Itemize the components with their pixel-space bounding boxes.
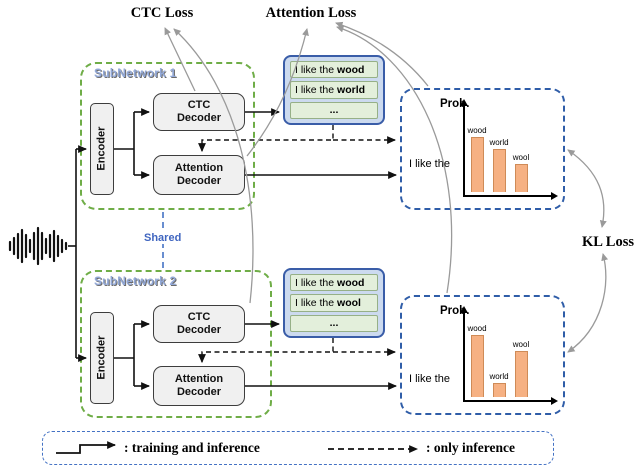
attention-decoder-2-box: Attention Decoder <box>153 366 245 406</box>
ctc-decoder-2-line1: CTC <box>187 310 211 323</box>
bar-group-wool: wool <box>508 341 534 397</box>
encoder-2-label: Encoder <box>95 335 108 381</box>
hypothesis-word: wood <box>337 276 365 289</box>
hypothesis-row: I like the world <box>290 81 378 99</box>
attention-loss-label: Attention Loss <box>265 5 357 21</box>
bar-label: wool <box>512 153 530 162</box>
bar-group-wood: wood <box>464 127 490 192</box>
bar-group-wool: wool <box>508 154 534 192</box>
prob-context-2: I like the <box>409 373 450 385</box>
y-axis-arrow-icon <box>460 306 468 313</box>
bar-group-world: world <box>486 373 512 397</box>
bar <box>492 149 506 192</box>
subnetwork-2-title: SubNetwork 2 <box>94 274 177 288</box>
hypothesis-prefix: I like the <box>295 296 338 309</box>
ctc-decoder-1-box: CTC Decoder <box>153 93 245 131</box>
ctc-decoder-2-box: CTC Decoder <box>153 305 245 343</box>
hypothesis-prefix: I like the <box>295 63 338 76</box>
bar-label: world <box>489 372 509 381</box>
bar <box>514 164 528 192</box>
x-axis-arrow-icon <box>551 192 558 200</box>
audio-waveform-icon <box>8 226 68 266</box>
bar <box>470 335 484 397</box>
prob-chart-1: Prob. I like the wood world wool <box>400 88 565 210</box>
nbest-list-1: I like the wood I like the world ... <box>283 55 385 125</box>
legend-solid-label: : training and inference <box>124 440 260 455</box>
attention-decoder-2-line1: Attention <box>174 372 224 385</box>
hypothesis-word: wood <box>337 63 365 76</box>
hypothesis-row: I like the wood <box>290 61 378 79</box>
y-axis <box>463 313 465 401</box>
bar-group-wood: wood <box>464 325 490 397</box>
hypothesis-prefix: I like the <box>295 83 338 96</box>
kl-loss-arrows <box>567 149 609 353</box>
attention-decoder-1-box: Attention Decoder <box>153 155 245 195</box>
hypothesis-word: wool <box>337 296 361 309</box>
bar-label: wool <box>512 340 530 349</box>
bar <box>514 351 528 397</box>
prob-chart-2: Prob. I like the wood world wool <box>400 295 565 415</box>
legend-dashed-label: : only inference <box>426 440 515 455</box>
kl-loss-label: KL Loss <box>582 234 634 250</box>
attention-decoder-1-line1: Attention <box>174 161 224 174</box>
ctc-decoder-1-line2: Decoder <box>176 112 222 124</box>
encoder-1-box: Encoder <box>90 103 114 195</box>
ellipsis-label: ... <box>329 104 339 117</box>
encoder-2-box: Encoder <box>90 312 114 404</box>
bar <box>492 383 506 397</box>
hypothesis-row: I like the wool <box>290 294 378 312</box>
attention-decoder-2-line2: Decoder <box>176 386 222 398</box>
x-axis <box>463 195 552 197</box>
hypothesis-row: I like the wood <box>290 274 378 292</box>
x-axis <box>463 400 552 402</box>
prob-context-1: I like the <box>409 158 450 170</box>
ellipsis-label: ... <box>329 317 339 330</box>
hypothesis-word: world <box>337 83 366 96</box>
encoder-1-label: Encoder <box>95 126 108 172</box>
ctc-decoder-2-line2: Decoder <box>176 324 222 336</box>
bar-label: wood <box>467 324 487 333</box>
attention-decoder-1-line2: Decoder <box>176 175 222 187</box>
nbest-list-2: I like the wood I like the wool ... <box>283 268 385 338</box>
y-axis-arrow-icon <box>460 99 468 106</box>
ctc-loss-label: CTC Loss <box>130 5 194 21</box>
bar-label: wood <box>467 126 487 135</box>
shared-label: Shared <box>142 232 184 244</box>
subnetwork-1-title: SubNetwork 1 <box>94 66 177 80</box>
x-axis-arrow-icon <box>551 397 558 405</box>
bar-label: world <box>489 138 509 147</box>
hypothesis-row-ellipsis: ... <box>290 101 378 119</box>
y-axis <box>463 106 465 196</box>
hypothesis-row-ellipsis: ... <box>290 314 378 332</box>
bar-group-world: world <box>486 139 512 192</box>
bar <box>470 137 484 192</box>
ctc-decoder-1-line1: CTC <box>187 98 211 111</box>
hypothesis-prefix: I like the <box>295 276 338 289</box>
legend-box <box>42 431 554 465</box>
